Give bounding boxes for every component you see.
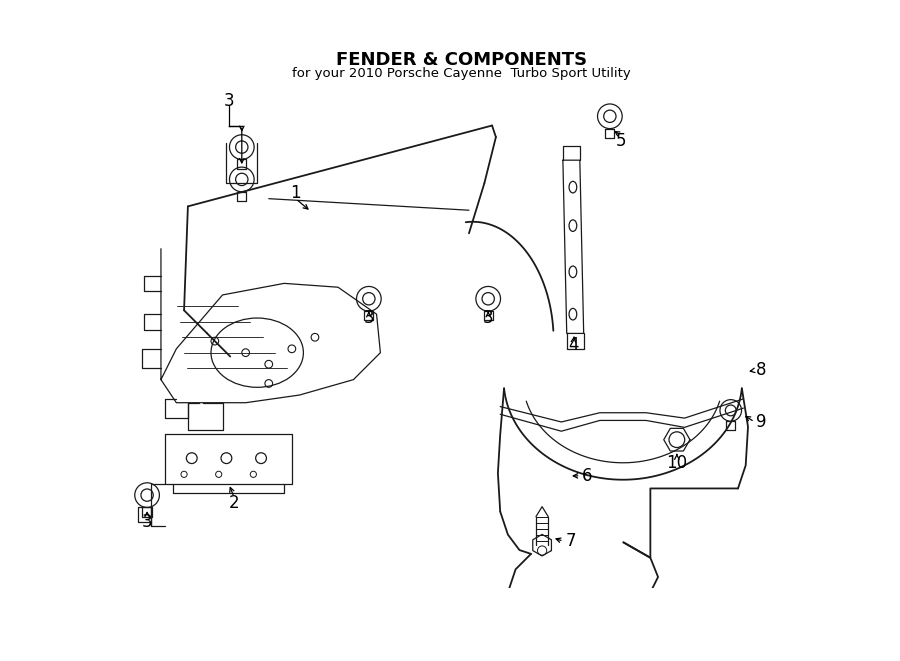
Text: 4: 4: [569, 336, 579, 354]
Text: 1: 1: [291, 184, 301, 202]
Text: 3: 3: [223, 92, 234, 110]
Text: 7: 7: [565, 532, 576, 551]
Text: 6: 6: [582, 467, 592, 485]
Text: 8: 8: [756, 362, 767, 379]
Text: 3: 3: [483, 309, 493, 327]
Text: 3: 3: [142, 513, 152, 531]
Text: 3: 3: [364, 309, 374, 327]
Text: 9: 9: [756, 413, 767, 431]
Text: for your 2010 Porsche Cayenne  Turbo Sport Utility: for your 2010 Porsche Cayenne Turbo Spor…: [292, 67, 631, 80]
Text: 10: 10: [666, 454, 688, 472]
Text: FENDER & COMPONENTS: FENDER & COMPONENTS: [336, 51, 587, 69]
Text: 2: 2: [229, 494, 239, 512]
Text: 5: 5: [616, 132, 626, 150]
